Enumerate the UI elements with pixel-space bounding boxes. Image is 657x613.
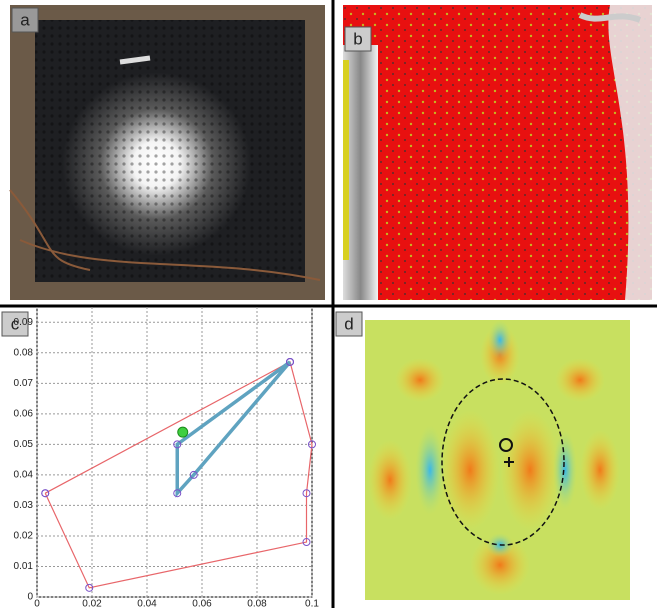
panel-label: a <box>20 10 30 29</box>
y-tick-label: 0.03 <box>14 500 34 511</box>
x-tick-label: 0.08 <box>247 599 267 608</box>
panel-label: b <box>353 29 362 48</box>
plot-area <box>37 307 312 597</box>
x-tick-label: 0 <box>34 599 40 608</box>
panel-a: a <box>10 5 325 300</box>
figure: a b c d 00.010.020.030.04 <box>0 0 657 608</box>
x-tick-label: 0.04 <box>137 599 157 608</box>
y-tick-label: 0.05 <box>14 439 34 450</box>
panel-d: d <box>336 312 630 600</box>
y-tick-label: 0.06 <box>14 408 34 419</box>
x-tick-label: 0.06 <box>192 599 212 608</box>
y-tick-label: 0.01 <box>14 561 34 572</box>
panel-label: d <box>344 314 353 333</box>
y-tick-label: 0.08 <box>14 347 34 358</box>
x-tick-label: 0.02 <box>82 599 102 608</box>
x-tick-label: 0.1 <box>305 599 319 608</box>
y-tick-label: 0.07 <box>14 378 34 389</box>
y-tick-label: 0.04 <box>14 470 34 481</box>
point <box>178 427 188 437</box>
y-tick-label: 0 <box>27 592 33 603</box>
panel-b: b <box>343 5 652 300</box>
y-tick-label: 0.09 <box>14 317 34 328</box>
y-tick-label: 0.02 <box>14 531 34 542</box>
